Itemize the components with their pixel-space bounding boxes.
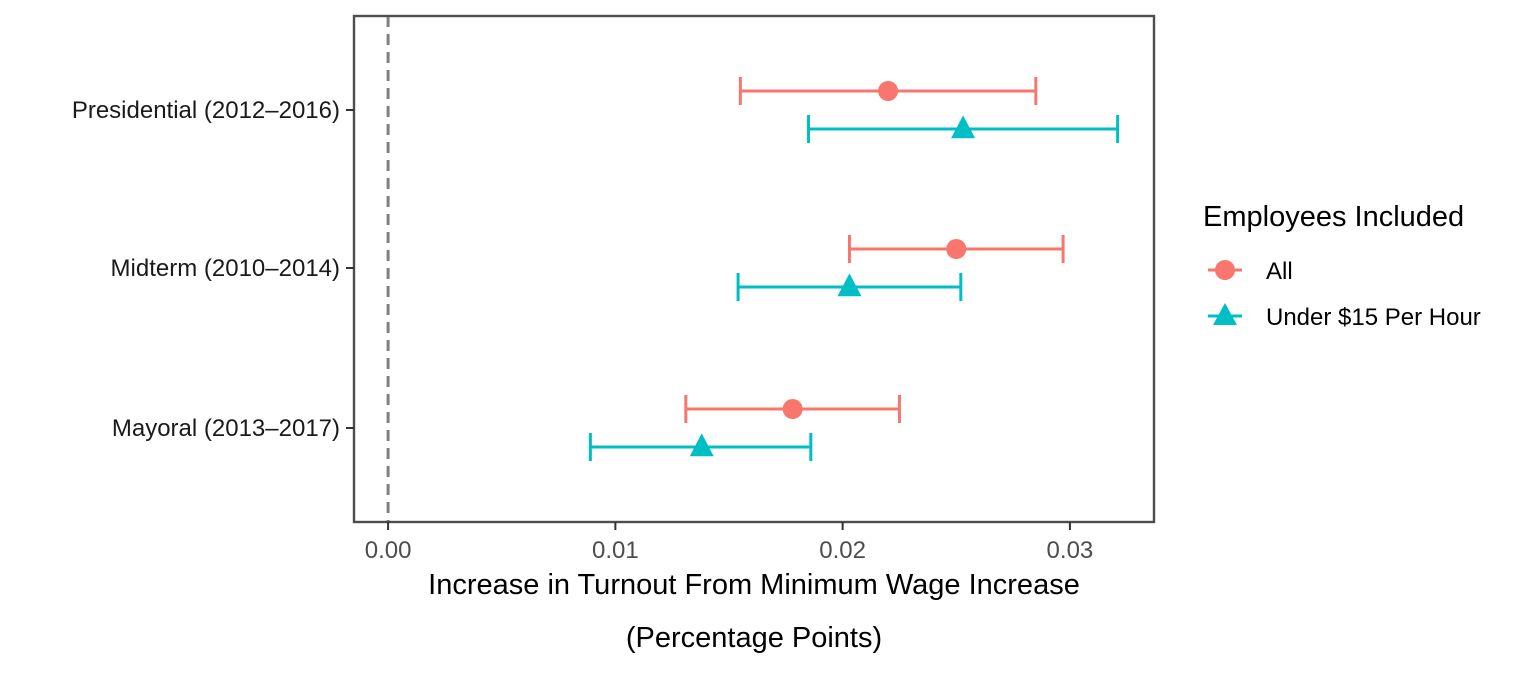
x-tick-label: 0.02 [819, 537, 866, 564]
point-range [588, 433, 813, 461]
y-tick-label: Midterm (2010–2014) [111, 255, 340, 282]
estimate-point-circle [946, 239, 967, 259]
point-range [847, 235, 1065, 263]
estimate-point-circle [782, 399, 803, 419]
legend-key-circle [1215, 260, 1235, 280]
x-axis-title-line1: Increase in Turnout From Minimum Wage In… [428, 569, 1080, 601]
legend-item: All [1208, 258, 1293, 285]
legend-key-triangle [1213, 303, 1237, 325]
legend-label: Under $15 Per Hour [1266, 304, 1481, 331]
estimate-point-triangle [951, 115, 976, 139]
estimate-point-triangle [837, 273, 862, 297]
x-axis-title-line2: (Percentage Points) [626, 622, 882, 654]
point-range [807, 115, 1120, 143]
legend-item: Under $15 Per Hour [1208, 303, 1481, 331]
marks-layer [386, 16, 1120, 522]
x-tick-label: 0.03 [1047, 537, 1094, 564]
estimate-point-circle [878, 81, 899, 101]
point-range [736, 273, 963, 301]
axis-ticks-layer: 0.00 0.01 0.02 0.03 Presidential (2012–2016)… [72, 97, 1093, 564]
x-tick-label: 0.00 [365, 537, 412, 564]
legend-label: All [1266, 258, 1293, 285]
legend: Employees Included All Under $15 Per Hour [1203, 201, 1481, 331]
y-tick-label: Mayoral (2013–2017) [112, 415, 340, 442]
legend-title: Employees Included [1203, 201, 1464, 233]
y-tick-label: Presidential (2012–2016) [72, 97, 340, 124]
point-range [684, 395, 901, 423]
x-tick-label: 0.01 [592, 537, 639, 564]
estimate-point-triangle [689, 433, 714, 457]
point-range [738, 77, 1038, 105]
